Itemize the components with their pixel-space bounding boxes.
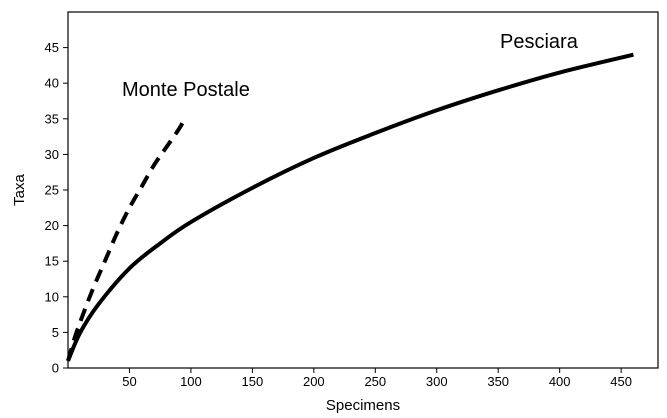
y-tick-label: 40 (45, 76, 59, 91)
y-tick-label: 25 (45, 183, 59, 198)
x-tick-label: 50 (122, 374, 136, 389)
x-axis: 50 100 150 200 250 300 350 400 450 (122, 368, 632, 389)
series-line-pesciara (66, 52, 634, 362)
x-axis-label: Specimens (326, 397, 400, 414)
x-tick-label: 150 (242, 374, 264, 389)
y-tick-label: 10 (45, 289, 59, 304)
series-lines (66, 52, 634, 362)
series-label-monte-postale: Monte Postale (122, 79, 250, 101)
x-tick-label: 450 (610, 374, 632, 389)
x-tick-label: 250 (364, 374, 386, 389)
x-tick-label: 300 (426, 374, 448, 389)
y-axis-label: Taxa (11, 174, 28, 206)
series-label-pesciara: Pesciara (500, 31, 579, 53)
plot-frame (67, 11, 659, 369)
x-tick-label: 350 (487, 374, 509, 389)
y-tick-label: 15 (45, 254, 59, 269)
x-tick-label: 200 (303, 374, 325, 389)
series-line-monte-postale (66, 117, 187, 362)
y-axis: 0 5 10 15 20 25 30 35 40 45 (45, 40, 68, 376)
y-tick-label: 35 (45, 111, 59, 126)
y-tick-label: 5 (52, 325, 59, 340)
y-tick-label: 45 (45, 40, 59, 55)
x-tick-label: 100 (180, 374, 202, 389)
x-tick-label: 400 (549, 374, 571, 389)
y-tick-label: 20 (45, 218, 59, 233)
y-tick-label: 0 (52, 361, 59, 376)
y-tick-label: 30 (45, 147, 59, 162)
